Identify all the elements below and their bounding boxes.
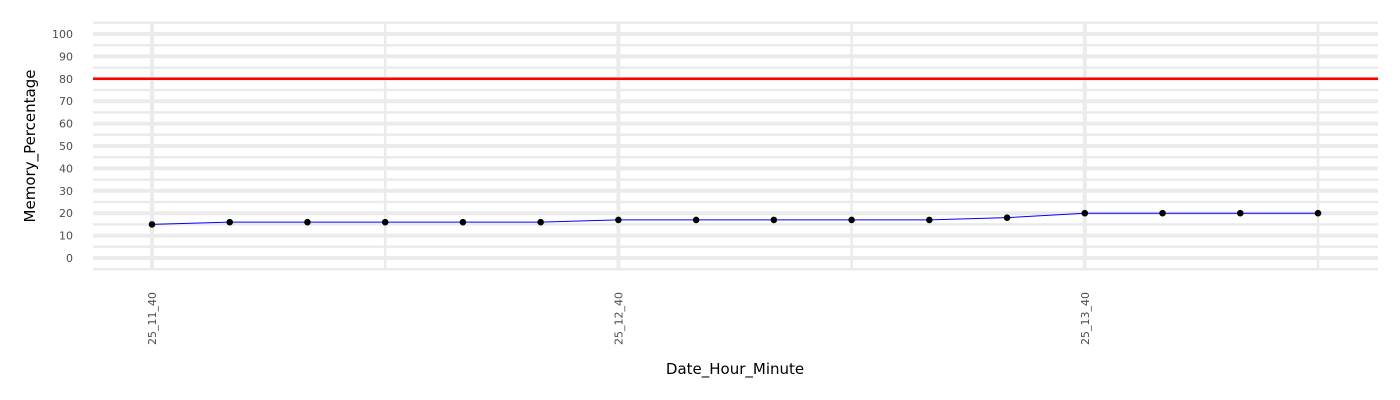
- data-point: [1236, 209, 1244, 217]
- y-tick-label: 50: [59, 140, 73, 153]
- data-point: [615, 216, 622, 224]
- y-tick-label: 70: [59, 95, 73, 108]
- data-point: [537, 218, 544, 226]
- y-tick-label: 0: [66, 252, 73, 265]
- y-tick-label: 40: [59, 162, 73, 175]
- data-point: [770, 216, 778, 224]
- data-point: [1314, 209, 1322, 217]
- y-tick-label: 100: [52, 28, 73, 41]
- data-point: [848, 216, 855, 224]
- data-point: [148, 221, 156, 228]
- x-axis-tick-labels: 25_11_40 25_12_40 25_13_40: [146, 292, 1092, 345]
- data-point: [1003, 214, 1011, 221]
- series-line: [151, 212, 1318, 225]
- y-tick-label: 30: [59, 185, 73, 198]
- x-tick-label: 25_13_40: [1079, 292, 1092, 345]
- y-tick-label: 90: [59, 50, 73, 63]
- data-point: [1159, 209, 1166, 217]
- data-point: [926, 216, 933, 224]
- series-group: [148, 209, 1322, 228]
- y-axis-tick-labels: 0 10 20 30 40 50 60 70 80 90 100: [52, 28, 73, 265]
- y-tick-label: 60: [59, 118, 73, 131]
- data-point: [692, 216, 700, 224]
- y-tick-label: 10: [59, 230, 73, 243]
- data-point: [1081, 209, 1089, 217]
- data-point: [304, 218, 311, 226]
- data-point: [381, 218, 389, 226]
- y-axis-title: Memory_Percentage: [21, 70, 40, 223]
- y-tick-label: 80: [59, 73, 73, 86]
- data-point: [459, 218, 467, 226]
- x-axis-title: Date_Hour_Minute: [666, 360, 804, 379]
- y-tick-label: 20: [59, 207, 73, 220]
- x-tick-label: 25_11_40: [146, 292, 159, 345]
- grid-lines: [93, 21, 1378, 271]
- data-point: [226, 218, 234, 226]
- x-tick-label: 25_12_40: [612, 292, 625, 345]
